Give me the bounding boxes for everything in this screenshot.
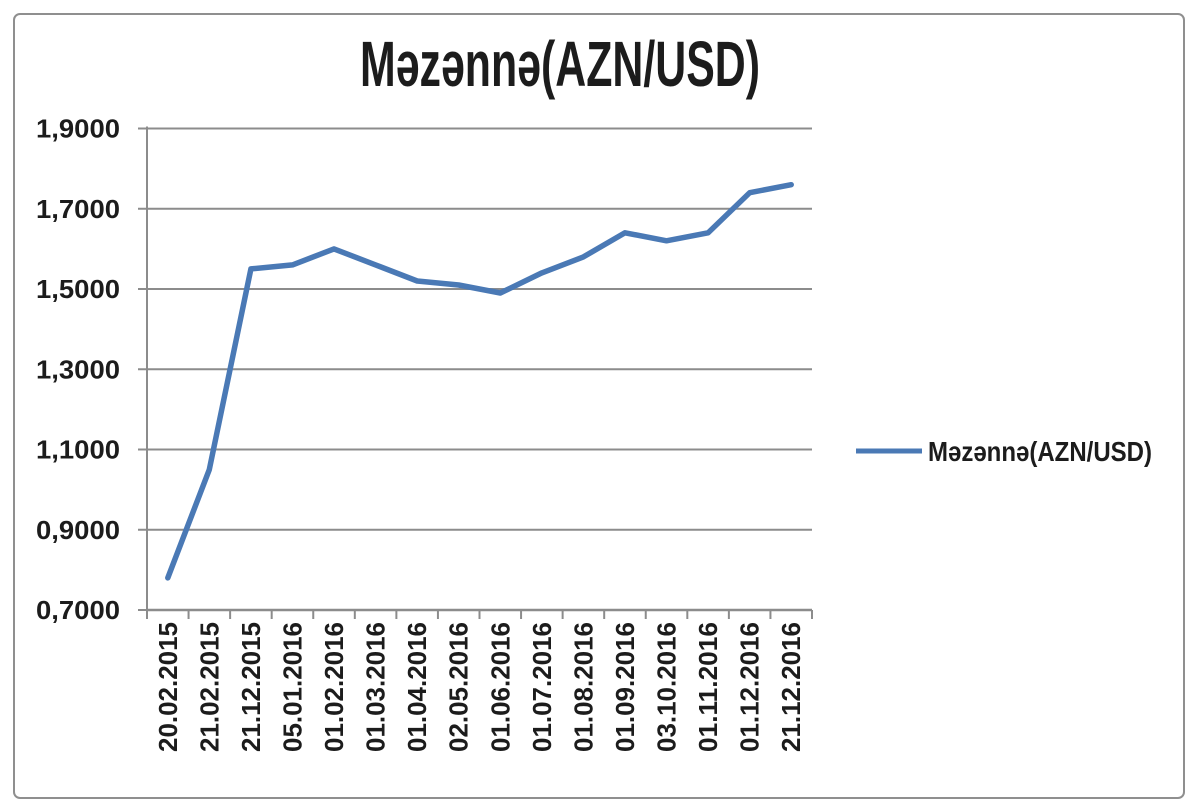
y-axis-tick-label: 1,3000	[36, 354, 120, 384]
x-axis-tick-label: 01.09.2016	[610, 622, 640, 752]
legend: Məzənnə(AZN/USD)	[856, 436, 1152, 467]
x-axis-tick-label: 20.02.2015	[153, 622, 183, 752]
x-axis-tick-label: 21.12.2016	[776, 622, 806, 752]
x-axis-tick-label: 01.11.2016	[693, 622, 723, 752]
gridlines-group	[147, 127, 812, 531]
x-axis-tick-label: 01.03.2016	[361, 622, 391, 752]
x-axis-tick-label: 01.06.2016	[485, 622, 515, 752]
chart-frame-border	[13, 13, 1185, 799]
y-axis-tick-label: 1,7000	[36, 194, 120, 224]
x-axis-tick-label: 01.08.2016	[568, 622, 598, 752]
chart-title: Məzənnə(AZN/USD)	[360, 28, 760, 100]
legend-label: Məzənnə(AZN/USD)	[928, 436, 1152, 467]
series-line	[165, 181, 794, 581]
y-axis-ticks-group	[138, 127, 147, 611]
x-axis-tick-label: 01.07.2016	[527, 622, 557, 752]
x-axis-tick-label: 21.02.2015	[194, 622, 224, 752]
x-axis-tick-label: 05.01.2016	[277, 622, 307, 752]
x-axis-tick-label: 01.04.2016	[402, 622, 432, 752]
y-axis-tick-label: 0,7000	[36, 595, 120, 625]
y-axis-labels-group: 0,7000 0,9000 1,1000 1,3000 1,5000 1,7000 1,90…	[36, 114, 120, 626]
x-axis-tick-label: 21.12.2015	[236, 622, 266, 752]
y-axis-tick-label: 0,9000	[36, 515, 120, 545]
y-axis-tick-label: 1,9000	[36, 114, 120, 144]
x-axis-tick-label: 01.02.2016	[319, 622, 349, 752]
x-axis-tick-label: 03.10.2016	[652, 622, 682, 752]
x-axis-tick-label: 02.05.2016	[444, 622, 474, 752]
x-axis-ticks-group	[146, 610, 813, 619]
x-axis-tick-label: 01.12.2016	[735, 622, 765, 752]
x-axis-labels-group: 20.02.2015 21.02.2015 21.12.2015 05.01.2016…	[153, 622, 806, 752]
y-axis-tick-label: 1,5000	[36, 274, 120, 304]
y-axis-tick-label: 1,1000	[36, 435, 120, 465]
series-group	[165, 181, 794, 581]
